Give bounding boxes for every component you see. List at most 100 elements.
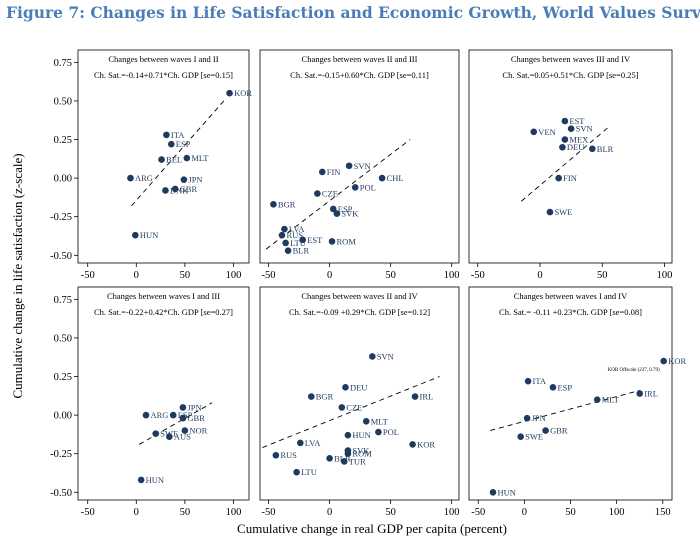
point (340, 458, 348, 465)
x-tick-label: 50 (597, 270, 608, 281)
point-label: LTU (290, 238, 306, 248)
x-tick-label: -50 (471, 507, 485, 518)
fit-line (490, 389, 640, 431)
point-label: SWE (525, 432, 543, 442)
point (127, 174, 134, 182)
x-tick-label: -50 (262, 270, 276, 281)
point-label: GBR (550, 426, 568, 436)
point-label: GBR (180, 184, 198, 194)
point-label: HUN (140, 230, 158, 240)
y-axis-label: Cumulative change in life satisfaction (… (10, 153, 25, 398)
point-label: IRL (420, 392, 434, 402)
panel-title: Changes between waves I and III (107, 291, 220, 301)
point (270, 201, 277, 208)
point-label: LVA (305, 438, 321, 448)
point (162, 187, 169, 194)
x-tick-label: 100 (444, 270, 460, 281)
fit-line (262, 376, 440, 448)
point (369, 353, 376, 360)
x-tick-label: 50 (180, 270, 191, 281)
y-tick-label: 0.25 (54, 135, 72, 146)
point (555, 174, 562, 182)
panel-frame (259, 49, 460, 264)
point (559, 143, 566, 151)
point (523, 414, 531, 422)
point (546, 208, 554, 216)
point-label: CZE (346, 402, 362, 412)
x-tick-label: -50 (81, 270, 95, 281)
point (282, 239, 289, 247)
x-tick-label: 50 (385, 507, 396, 518)
x-tick-label: 0 (134, 507, 139, 518)
point-label: LTU (301, 467, 317, 477)
point-label: BLR (597, 144, 614, 154)
point-label: DEU (350, 382, 367, 392)
x-tick-label: 0 (134, 270, 139, 281)
panel-title: Changes between waves II and III (302, 54, 418, 64)
y-tick-label: -0.50 (50, 488, 72, 499)
point-label: JPN (532, 413, 546, 423)
point-label: AUS (174, 432, 191, 442)
point-label: IRL (644, 389, 658, 399)
point (362, 417, 370, 425)
figure-title: Figure 7: Changes in Life Satisfaction a… (6, 3, 700, 22)
x-tick-label: 150 (655, 507, 671, 518)
point (530, 128, 538, 136)
point-label: DNK (170, 185, 189, 195)
point (549, 384, 557, 391)
point-label: SWE (554, 207, 572, 217)
point (163, 131, 170, 139)
panel-title: Changes between waves I and IV (514, 291, 628, 301)
y-tick-label: -0.25 (50, 449, 72, 460)
point (314, 190, 321, 197)
x-tick-label: 100 (226, 507, 242, 518)
panel-equation: Ch. Sat.=-0.15+0.60*Ch. GDP [se=0.11] (290, 70, 429, 80)
y-tick-label: 0.50 (54, 333, 72, 344)
panel-equation: Ch. Sat.=-0.22+0.42*Ch. GDP [se=0.27] (94, 307, 233, 317)
point-label: BEL (166, 155, 182, 165)
y-tick-label: -0.50 (50, 251, 72, 262)
point-label: SVN (576, 124, 593, 134)
panel-title: Changes between waves III and IV (511, 54, 631, 64)
point-label: FIN (563, 173, 577, 183)
point (293, 468, 300, 476)
point (636, 390, 644, 397)
x-tick-label: 0 (327, 507, 332, 518)
panel-frame (468, 49, 673, 264)
point (296, 439, 304, 447)
point-label: TUR (349, 456, 366, 466)
panel-frame (77, 49, 250, 264)
point (333, 210, 341, 217)
point (284, 247, 292, 254)
point-label: JPN (187, 402, 201, 412)
annotation: KOR Offscale (237, 0.79) (608, 368, 660, 373)
point-label: HUN (352, 430, 370, 440)
x-tick-label: -50 (81, 507, 95, 518)
point-label: SVK (341, 209, 359, 219)
panel-equation: Ch. Sat.=0.05+0.51*Ch. GDP [se=0.25] (502, 70, 638, 80)
point (329, 205, 337, 213)
point (158, 156, 165, 163)
point (561, 136, 569, 143)
point (338, 404, 346, 411)
x-tick-label: -50 (262, 507, 276, 518)
point (183, 154, 191, 162)
point-label: KOR (234, 88, 252, 98)
point (179, 414, 187, 422)
point-label: HUN (497, 487, 515, 497)
x-tick-label: 50 (565, 507, 576, 518)
point (318, 168, 326, 176)
point-label: CHL (387, 173, 404, 183)
point-label: FIN (327, 167, 341, 177)
y-tick-label: 0.25 (54, 372, 72, 383)
y-tick-label: 0.00 (54, 411, 72, 422)
point-label: SVN (377, 351, 394, 361)
point (375, 428, 382, 436)
point (326, 455, 333, 462)
point (342, 384, 349, 391)
point-label: MEX (569, 135, 588, 145)
point-label: BLR (293, 246, 310, 256)
point (409, 441, 416, 448)
point-label: ROM (337, 236, 357, 246)
